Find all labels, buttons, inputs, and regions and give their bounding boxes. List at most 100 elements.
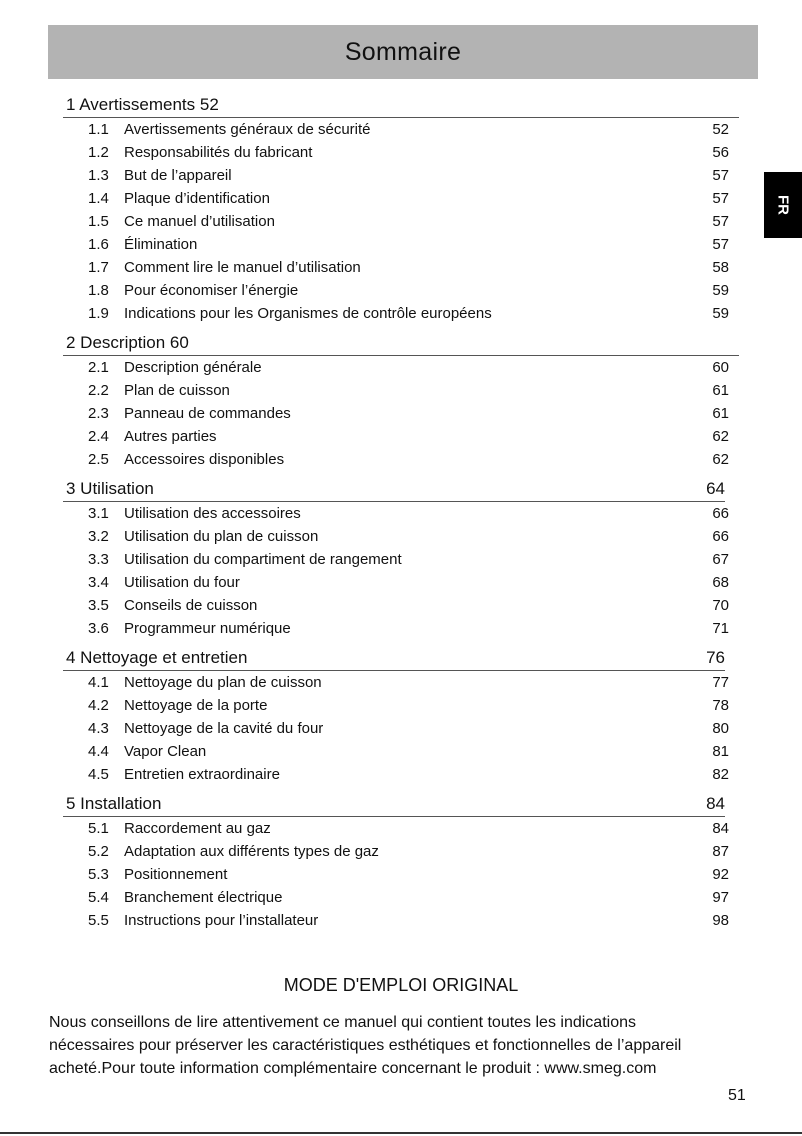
toc-entry[interactable]: 2.4 Autres parties 62 — [63, 425, 739, 448]
entry-page: 56 — [712, 144, 729, 161]
section-heading[interactable]: 3 Utilisation 64 — [63, 476, 725, 502]
entry-page: 66 — [712, 505, 729, 522]
toc-entry[interactable]: 2.1 Description générale 60 — [63, 356, 739, 379]
entry-number: 1.5 — [88, 213, 109, 230]
language-label: FR — [774, 195, 792, 215]
entry-number: 4.4 — [88, 743, 109, 760]
entry-number: 2.4 — [88, 428, 109, 445]
toc-entry[interactable]: 2.5 Accessoires disponibles 62 — [63, 448, 739, 471]
entry-page: 68 — [712, 574, 729, 591]
entry-title: Nettoyage du plan de cuisson — [124, 674, 322, 691]
toc-entry[interactable]: 1.3 But de l’appareil 57 — [63, 164, 739, 187]
entry-title: Nettoyage de la cavité du four — [124, 720, 324, 737]
entry-number: 5.1 — [88, 820, 109, 837]
toc-entry[interactable]: 5.3 Positionnement 92 — [63, 863, 739, 886]
entry-number: 1.7 — [88, 259, 109, 276]
entry-title: Comment lire le manuel d’utilisation — [124, 259, 361, 276]
entry-title: Élimination — [124, 236, 198, 253]
section-title: 3 Utilisation — [66, 478, 154, 498]
toc-section: 2 Description 60 2.1 Description générale 6… — [63, 330, 739, 471]
entry-number: 3.2 — [88, 528, 109, 545]
entry-number: 1.1 — [88, 121, 109, 138]
toc-entry[interactable]: 4.3 Nettoyage de la cavité du four 80 — [63, 717, 739, 740]
toc-entry[interactable]: 1.2 Responsabilités du fabricant 56 — [63, 141, 739, 164]
section-heading[interactable]: 5 Installation 84 — [63, 791, 725, 817]
entry-number: 3.6 — [88, 620, 109, 637]
toc-entry[interactable]: 5.1 Raccordement au gaz 84 — [63, 817, 739, 840]
entry-number: 4.3 — [88, 720, 109, 737]
entry-page: 97 — [712, 889, 729, 906]
entry-number: 2.3 — [88, 405, 109, 422]
entry-title: Ce manuel d’utilisation — [124, 213, 275, 230]
entry-number: 5.3 — [88, 866, 109, 883]
entry-page: 92 — [712, 866, 729, 883]
entry-page: 70 — [712, 597, 729, 614]
entry-page: 80 — [712, 720, 729, 737]
entry-title: Entretien extraordinaire — [124, 766, 280, 783]
entry-title: Branchement électrique — [124, 889, 283, 906]
entry-title: Programmeur numérique — [124, 620, 291, 637]
language-tab: FR — [764, 172, 802, 238]
entry-title: Instructions pour l’installateur — [124, 912, 319, 929]
toc-entry[interactable]: 2.2 Plan de cuisson 61 — [63, 379, 739, 402]
entry-page: 57 — [712, 190, 729, 207]
toc-entry[interactable]: 1.8 Pour économiser l’énergie 59 — [63, 279, 739, 302]
toc-entry[interactable]: 3.3 Utilisation du compartiment de rangem… — [63, 548, 739, 571]
footer-divider — [0, 1132, 802, 1134]
entry-number: 3.5 — [88, 597, 109, 614]
entry-page: 62 — [712, 428, 729, 445]
toc-entry[interactable]: 1.6 Élimination 57 — [63, 233, 739, 256]
toc-entry[interactable]: 3.1 Utilisation des accessoires 66 — [63, 502, 739, 525]
entry-title: Pour économiser l’énergie — [124, 282, 299, 299]
toc-entry[interactable]: 3.2 Utilisation du plan de cuisson 66 — [63, 525, 739, 548]
toc-entry[interactable]: 4.2 Nettoyage de la porte 78 — [63, 694, 739, 717]
entry-page: 59 — [712, 305, 729, 322]
section-page: 84 — [706, 793, 725, 813]
mode-emploi-heading: MODE D'EMPLOI ORIGINAL — [283, 975, 519, 995]
toc-entry[interactable]: 1.9 Indications pour les Organismes de co… — [63, 302, 739, 325]
toc-entry[interactable]: 5.4 Branchement électrique 97 — [63, 886, 739, 909]
intro-line: nécessaires pour préserver les caractéri… — [49, 1037, 682, 1054]
toc-entry[interactable]: 4.5 Entretien extraordinaire 82 — [63, 763, 739, 786]
toc-entry[interactable]: 1.7 Comment lire le manuel d’utilisation 5… — [63, 256, 739, 279]
toc-entry[interactable]: 3.4 Utilisation du four 68 — [63, 571, 739, 594]
toc-section: 3 Utilisation 64 3.1 Utilisation des access… — [63, 476, 739, 640]
entry-number: 5.4 — [88, 889, 109, 906]
entry-title: Conseils de cuisson — [124, 597, 258, 614]
entry-page: 77 — [712, 674, 729, 691]
toc-section: 1 Avertissements 52 1.1 Avertissements gén… — [63, 92, 739, 325]
toc-section: 4 Nettoyage et entretien 76 4.1 Nettoyage d… — [63, 645, 739, 786]
entry-page: 57 — [712, 213, 729, 230]
entry-number: 3.1 — [88, 505, 109, 522]
section-heading[interactable]: 2 Description 60 — [63, 330, 739, 356]
toc-entry[interactable]: 4.1 Nettoyage du plan de cuisson 77 — [63, 671, 739, 694]
entry-number: 1.4 — [88, 190, 109, 207]
section-heading[interactable]: 4 Nettoyage et entretien 76 — [63, 645, 725, 671]
entry-title: Utilisation du compartiment de rangement — [124, 551, 402, 568]
section-heading[interactable]: 1 Avertissements 52 — [63, 92, 739, 118]
entry-title: Responsabilités du fabricant — [124, 144, 313, 161]
toc-entry[interactable]: 1.5 Ce manuel d’utilisation 57 — [63, 210, 739, 233]
toc-entry[interactable]: 4.4 Vapor Clean 81 — [63, 740, 739, 763]
toc-entry[interactable]: 3.6 Programmeur numérique 71 — [63, 617, 739, 640]
toc-entry[interactable]: 5.2 Adaptation aux différents types de ga… — [63, 840, 739, 863]
toc-entry[interactable]: 1.1 Avertissements généraux de sécurité 52 — [63, 118, 739, 141]
entry-number: 4.1 — [88, 674, 109, 691]
toc-entry[interactable]: 1.4 Plaque d’identification 57 — [63, 187, 739, 210]
entry-title: Positionnement — [124, 866, 228, 883]
entry-page: 81 — [712, 743, 729, 760]
entry-number: 4.2 — [88, 697, 109, 714]
entry-number: 1.3 — [88, 167, 109, 184]
entry-title: Plan de cuisson — [124, 382, 230, 399]
entry-page: 82 — [712, 766, 729, 783]
entry-number: 2.5 — [88, 451, 109, 468]
toc-entry[interactable]: 2.3 Panneau de commandes 61 — [63, 402, 739, 425]
entry-number: 2.2 — [88, 382, 109, 399]
toc-entry[interactable]: 3.5 Conseils de cuisson 70 — [63, 594, 739, 617]
section-title: 4 Nettoyage et entretien — [66, 647, 248, 667]
entry-page: 71 — [712, 620, 729, 637]
toc-entry[interactable]: 5.5 Instructions pour l’installateur 98 — [63, 909, 739, 932]
table-of-contents: 1 Avertissements 52 1.1 Avertissements gén… — [63, 92, 739, 937]
entry-page: 58 — [712, 259, 729, 276]
entry-number: 4.5 — [88, 766, 109, 783]
